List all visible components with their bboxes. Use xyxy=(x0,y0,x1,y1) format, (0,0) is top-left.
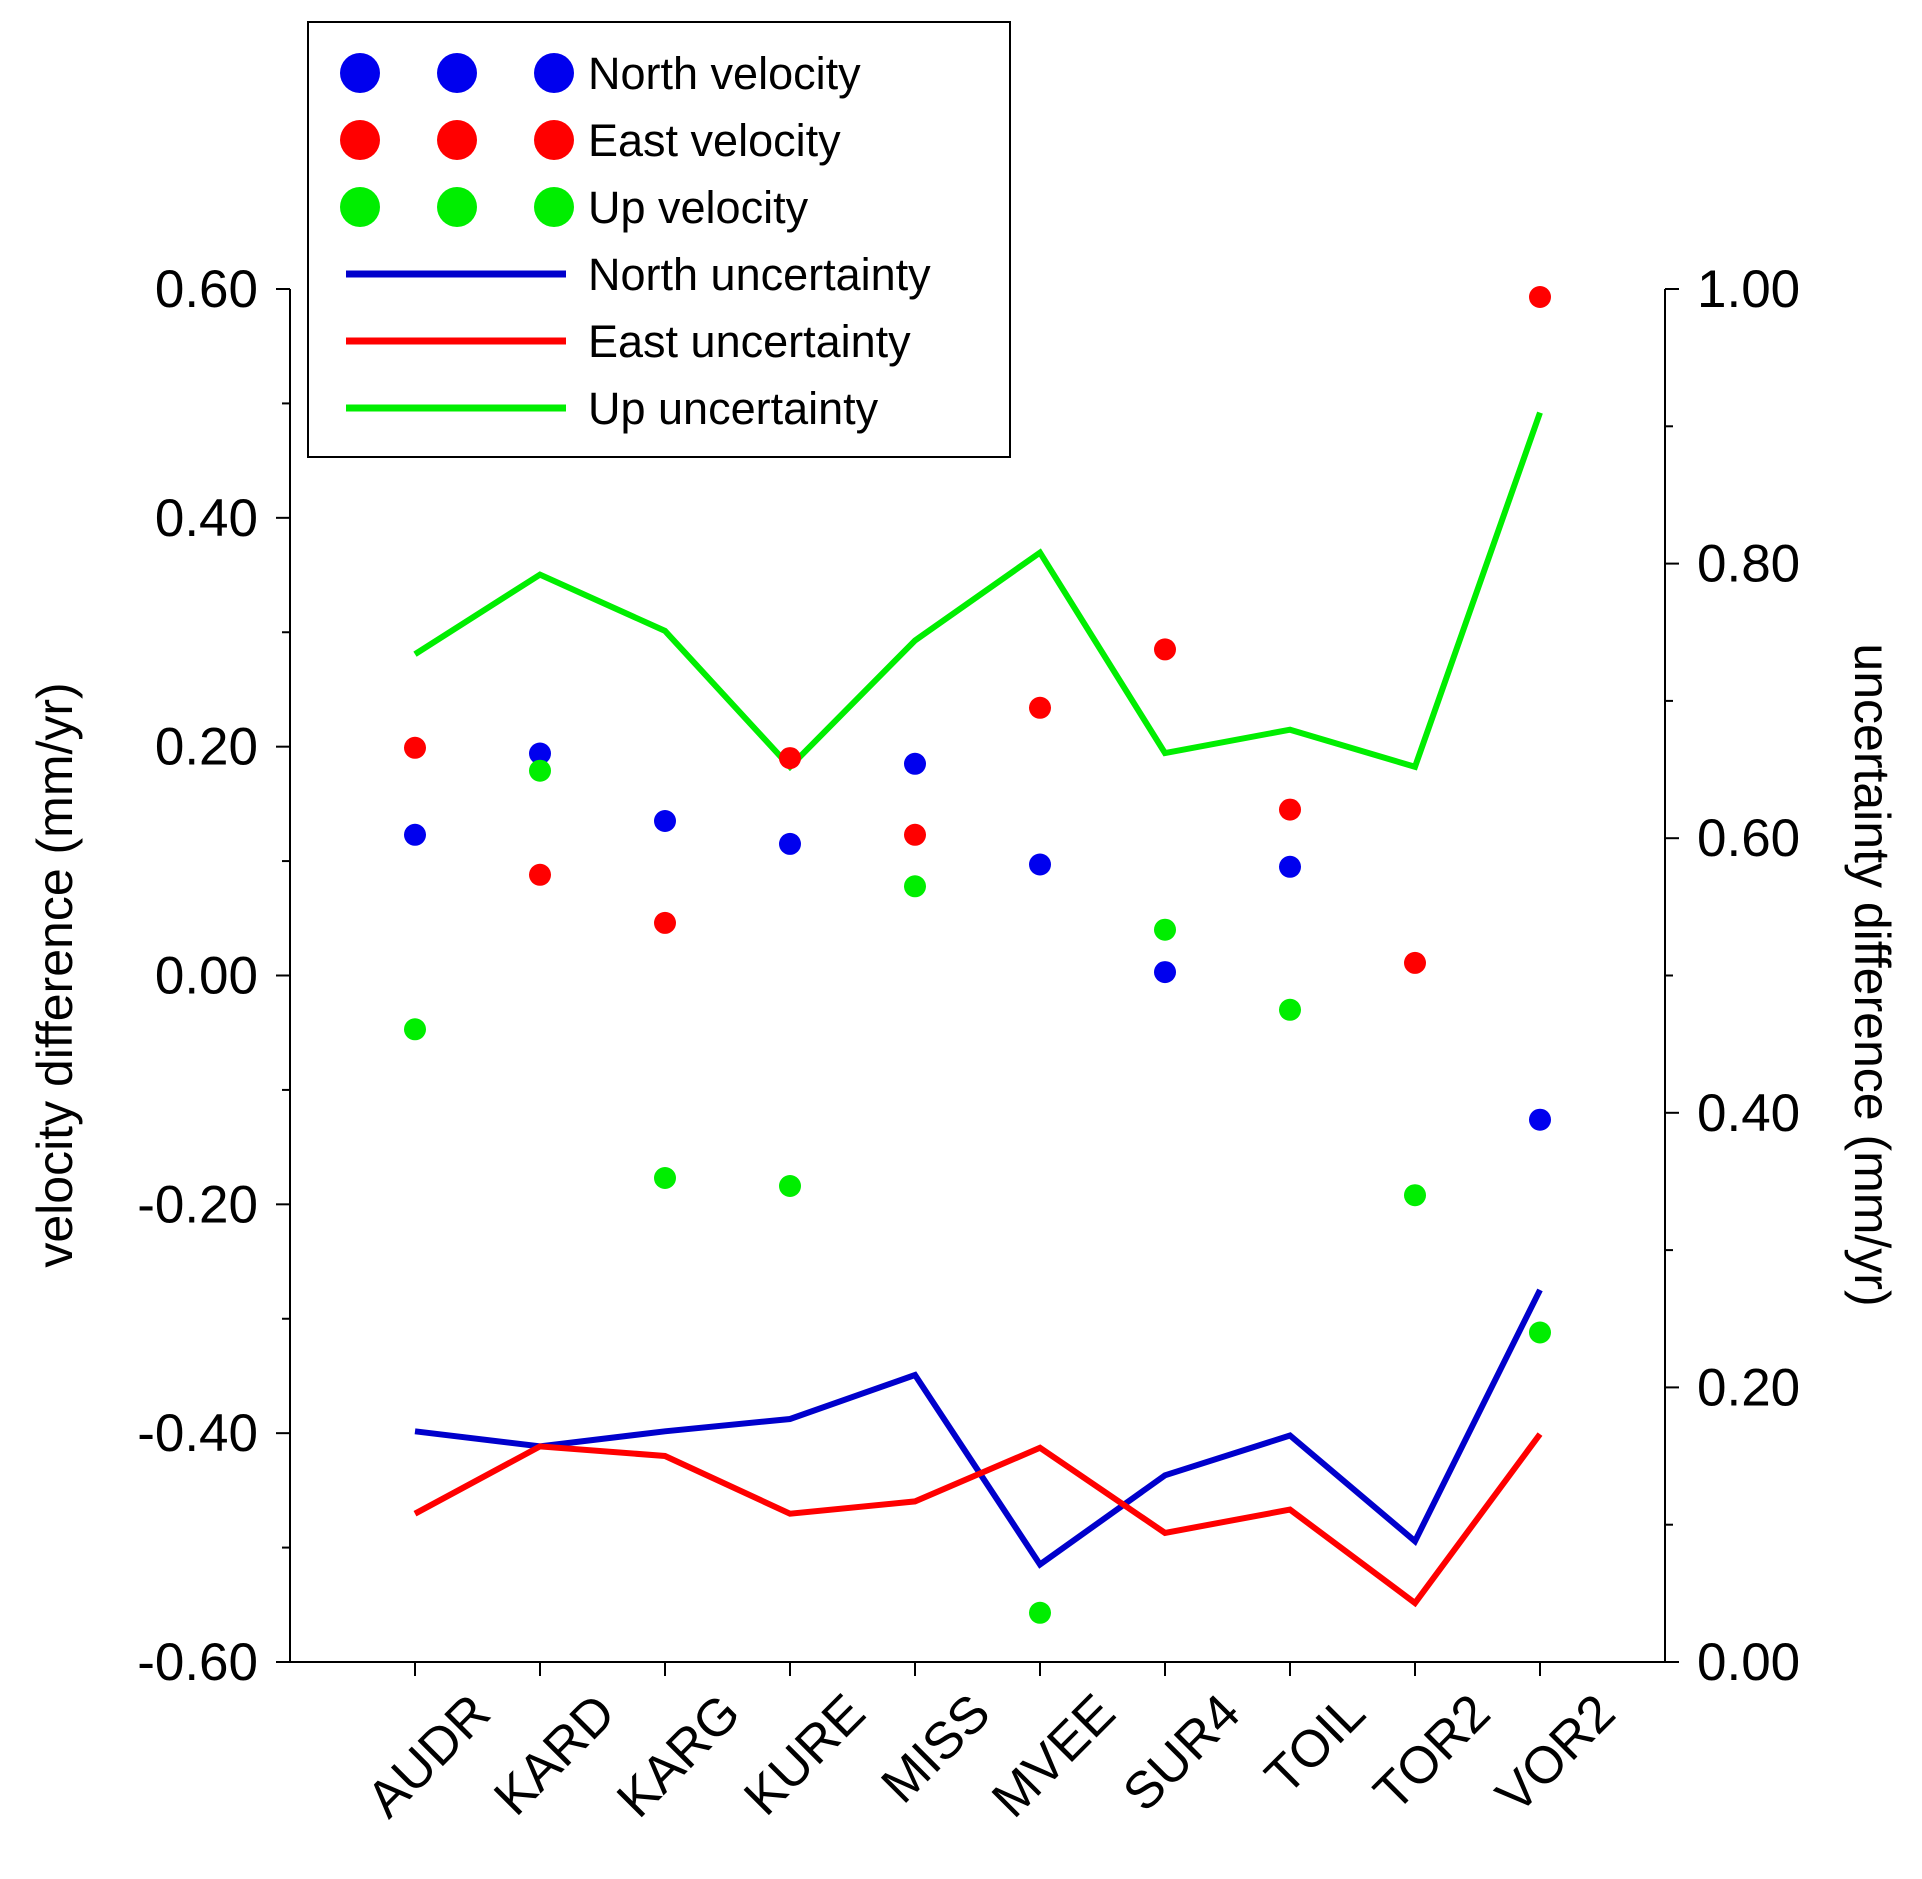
left-tick-label: 0.00 xyxy=(155,947,258,1006)
point-east-velocity xyxy=(779,747,801,770)
point-up-velocity xyxy=(779,1175,801,1197)
right-axis-ticks: 1.00 0.80 0.60 0.40 0.20 0.00 xyxy=(1665,260,1800,1692)
right-tick-label: 0.20 xyxy=(1697,1358,1800,1417)
point-east-velocity xyxy=(1154,638,1176,661)
velocity-points xyxy=(404,286,1551,1624)
legend-label: North velocity xyxy=(588,48,861,99)
point-up-velocity xyxy=(1154,918,1176,941)
point-up-velocity xyxy=(904,875,926,898)
line-series-east-uncertainty xyxy=(413,1432,1543,1608)
right-axis-title: uncertainty difference (mm/yr) xyxy=(1844,643,1900,1306)
legend-box xyxy=(307,21,1011,458)
x-tick-label: TOR2 xyxy=(1363,1683,1501,1821)
x-tick-label: SUR4 xyxy=(1112,1683,1251,1822)
legend-marker-north-velocity xyxy=(437,53,477,93)
left-axis-ticks: 0.60 0.40 0.20 0.00 -0.20 -0.40 -0.60 xyxy=(137,260,290,1692)
point-north-velocity xyxy=(1279,855,1301,878)
left-tick-label: -0.20 xyxy=(137,1175,258,1234)
legend-marker-up-velocity xyxy=(534,187,574,227)
legend-marker-east-velocity xyxy=(437,120,477,160)
point-north-velocity xyxy=(904,752,926,775)
point-east-velocity xyxy=(1029,696,1051,719)
point-up-velocity xyxy=(1529,1321,1551,1344)
x-tick-label: AUDR xyxy=(356,1683,501,1828)
point-north-velocity xyxy=(529,742,551,765)
right-tick-label: 0.00 xyxy=(1697,1633,1800,1692)
point-east-velocity xyxy=(654,911,676,934)
left-tick-label: -0.40 xyxy=(137,1404,258,1463)
point-east-velocity xyxy=(1404,951,1426,974)
x-tick-label: KURE xyxy=(733,1683,876,1826)
point-up-velocity xyxy=(654,1167,676,1189)
x-tick-label: MISS xyxy=(871,1683,1002,1814)
legend-label: Up uncertainty xyxy=(588,383,879,434)
point-north-velocity xyxy=(654,810,676,832)
legend-label: East uncertainty xyxy=(588,316,911,367)
point-north-velocity xyxy=(1529,1108,1551,1131)
point-east-velocity xyxy=(404,736,426,759)
left-tick-label: 0.40 xyxy=(155,489,258,548)
x-tick-label: KARD xyxy=(483,1683,626,1826)
legend-marker-up-velocity xyxy=(340,187,380,227)
point-north-velocity xyxy=(779,832,801,855)
legend-marker-north-velocity xyxy=(534,53,574,93)
point-north-velocity xyxy=(1154,961,1176,984)
legend-label: Up velocity xyxy=(588,182,809,233)
line-series-north-uncertainty xyxy=(414,1288,1543,1569)
left-tick-label: 0.20 xyxy=(155,718,258,777)
legend-marker-up-velocity xyxy=(437,187,477,227)
x-tick-label: VOR2 xyxy=(1485,1683,1626,1824)
point-up-velocity xyxy=(404,1018,426,1041)
x-tick-label: TOIL xyxy=(1254,1683,1376,1805)
point-east-velocity xyxy=(904,823,926,846)
point-up-velocity xyxy=(1279,998,1301,1021)
x-tick-label: KARG xyxy=(606,1683,751,1828)
legend-label: East velocity xyxy=(588,115,841,166)
point-north-velocity xyxy=(404,823,426,846)
legend-marker-east-velocity xyxy=(534,120,574,160)
right-tick-label: 1.00 xyxy=(1697,260,1800,319)
point-east-velocity xyxy=(1279,798,1301,821)
legend-marker-east-velocity xyxy=(340,120,380,160)
point-east-velocity xyxy=(1529,286,1551,308)
point-up-velocity xyxy=(1404,1184,1426,1207)
line-series-up-uncertainty xyxy=(413,411,1543,772)
point-north-velocity xyxy=(1029,853,1051,876)
uncertainty-lines xyxy=(413,411,1543,1608)
left-tick-label: -0.60 xyxy=(137,1633,258,1692)
point-east-velocity xyxy=(529,863,551,886)
legend: North velocity East velocity Up velocity No… xyxy=(307,21,1011,458)
left-tick-label: 0.60 xyxy=(155,260,258,319)
legend-marker-north-velocity xyxy=(340,53,380,93)
point-up-velocity xyxy=(529,759,551,782)
legend-label: North uncertainty xyxy=(588,249,931,300)
right-tick-label: 0.60 xyxy=(1697,809,1800,868)
x-tick-label: MVEE xyxy=(981,1683,1126,1828)
right-tick-label: 0.40 xyxy=(1697,1084,1800,1143)
point-up-velocity xyxy=(1029,1601,1051,1624)
right-tick-label: 0.80 xyxy=(1697,535,1800,594)
left-axis-title: velocity difference (mm/yr) xyxy=(27,682,83,1267)
